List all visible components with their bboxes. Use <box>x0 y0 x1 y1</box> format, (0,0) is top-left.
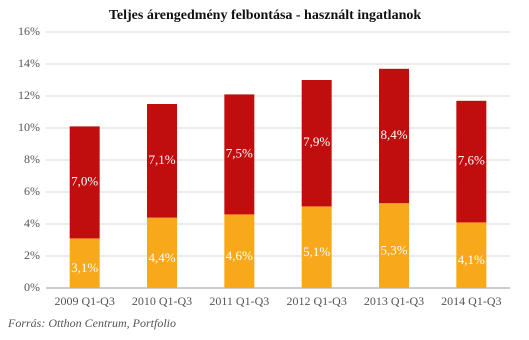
bar-segment <box>224 94 255 215</box>
y-tick-label: 6% <box>24 184 40 198</box>
value-label: 5,1% <box>303 244 330 259</box>
y-tick-label: 12% <box>18 88 40 102</box>
source-note: Forrás: Otthon Centrum, Portfolio <box>7 316 176 330</box>
bar-segment <box>301 206 332 288</box>
x-tick-label: 2009 Q1-Q3 <box>55 294 115 308</box>
bar-segment <box>224 214 255 288</box>
bar-segment <box>379 203 409 288</box>
bar-segment <box>456 222 487 288</box>
value-label: 7,5% <box>226 145 253 160</box>
y-tick-label: 0% <box>24 280 40 294</box>
value-label: 7,0% <box>71 173 98 188</box>
x-tick-label: 2011 Q1-Q3 <box>209 294 269 308</box>
bar-segment <box>147 217 177 288</box>
bar-segment <box>69 126 100 239</box>
value-label: 4,4% <box>148 250 175 265</box>
value-label: 4,1% <box>458 252 485 267</box>
value-label: 5,3% <box>380 243 407 258</box>
x-tick-label: 2014 Q1-Q3 <box>441 294 501 308</box>
y-tick-label: 4% <box>24 216 40 230</box>
y-tick-label: 8% <box>24 152 40 166</box>
y-tick-label: 16% <box>18 24 40 38</box>
value-label: 3,1% <box>71 260 98 275</box>
bar-segment <box>456 100 487 223</box>
y-tick-label: 2% <box>24 248 40 262</box>
chart-title: Teljes árengedmény felbontása - használt… <box>109 8 422 23</box>
bar-segment <box>301 80 332 207</box>
value-label: 4,6% <box>226 248 253 263</box>
x-tick-label: 2010 Q1-Q3 <box>132 294 192 308</box>
bar-segment <box>147 104 177 218</box>
x-tick-label: 2012 Q1-Q3 <box>287 294 347 308</box>
value-label: 7,1% <box>148 152 175 167</box>
y-tick-label: 10% <box>18 120 40 134</box>
x-tick-label: 2013 Q1-Q3 <box>364 294 424 308</box>
bar-segment <box>379 68 409 204</box>
value-label: 7,9% <box>303 134 330 149</box>
bar-segment <box>69 238 100 288</box>
y-tick-label: 14% <box>18 56 40 70</box>
value-label: 8,4% <box>380 127 407 142</box>
value-label: 7,6% <box>458 153 485 168</box>
